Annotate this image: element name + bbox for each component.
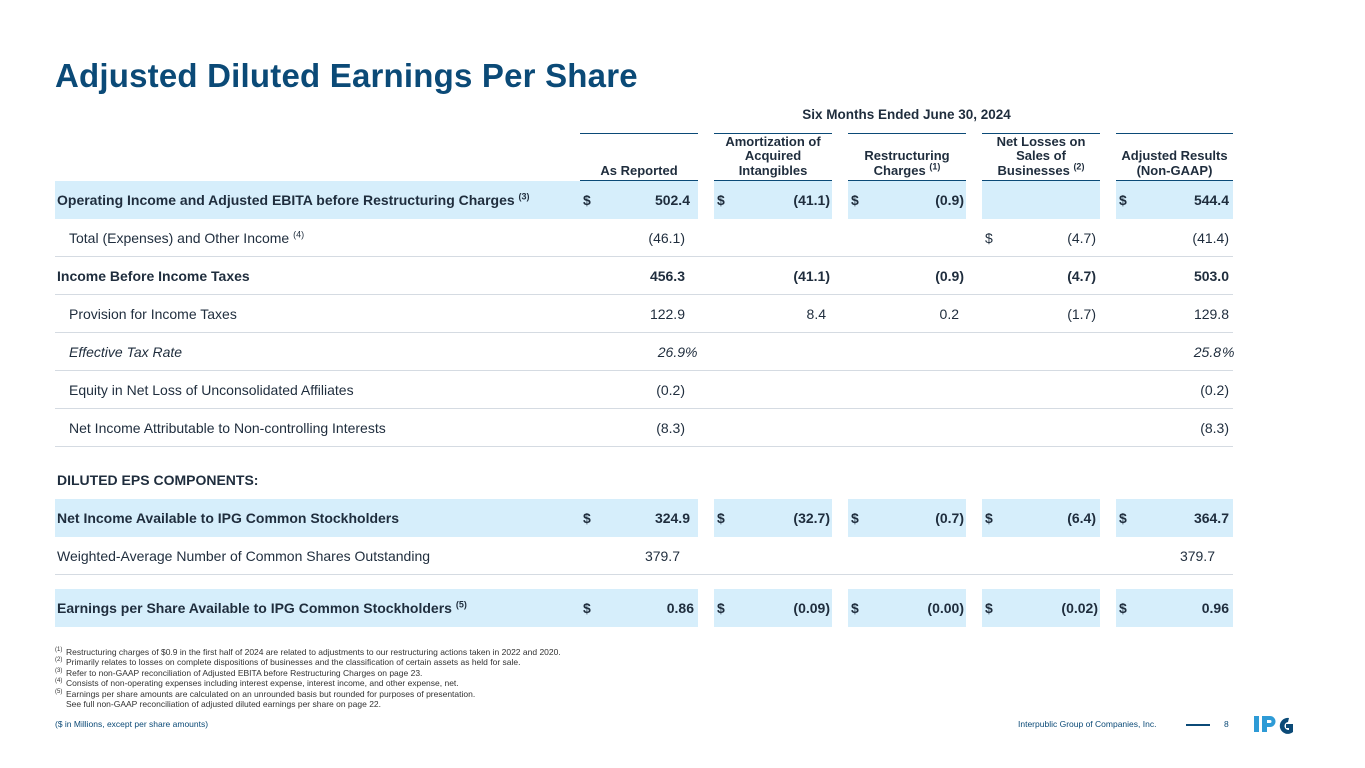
cell-adjusted: (8.3) xyxy=(1200,420,1229,436)
row-label: Total (Expenses) and Other Income (4) xyxy=(69,229,305,246)
row-label: Income Before Income Taxes xyxy=(57,268,250,284)
footnotes: (1) Restructuring charges of $0.9 in the … xyxy=(55,647,561,709)
currency-sign: $ xyxy=(583,510,591,526)
cell-adjusted: 129.8 xyxy=(1193,306,1229,322)
units-note: ($ in Millions, except per share amounts… xyxy=(55,719,209,729)
col-header-as-reported: As Reported xyxy=(580,133,698,181)
cell-amortization: (41.1) xyxy=(793,192,830,208)
currency-sign: $ xyxy=(851,510,859,526)
cell-as-reported: 456.3 xyxy=(649,268,685,284)
percent-sign: % xyxy=(685,344,698,360)
currency-sign: $ xyxy=(717,510,725,526)
page-title: Adjusted Diluted Earnings Per Share xyxy=(55,57,638,94)
col-header-net-losses: Net Losses on Sales of Businesses (2) xyxy=(982,133,1100,181)
currency-sign: $ xyxy=(583,600,591,616)
cell-amortization: (41.1) xyxy=(793,268,830,284)
period-header: Six Months Ended June 30, 2024 xyxy=(802,107,1011,122)
cell-as-reported: 122.9 xyxy=(649,306,685,322)
table-row-total-expenses: Total (Expenses) and Other Income (4) (4… xyxy=(55,219,1233,257)
table-row-op-income: Operating Income and Adjusted EBITA befo… xyxy=(55,181,1233,219)
table-row-net-income: Net Income Available to IPG Common Stock… xyxy=(55,499,1233,537)
currency-sign: $ xyxy=(1119,192,1127,208)
section-heading: DILUTED EPS COMPONENTS: xyxy=(57,472,259,488)
cell-adjusted: 364.7 xyxy=(1193,510,1229,526)
col-header-amortization: Amortization of Acquired Intangibles xyxy=(714,133,832,181)
cell-restructuring: (0.9) xyxy=(935,192,964,208)
percent-sign: % xyxy=(1222,344,1235,360)
currency-sign: $ xyxy=(851,600,859,616)
cell-restructuring: (0.00) xyxy=(927,600,964,616)
footnote: (4) Consists of non-operating expenses in… xyxy=(55,678,459,689)
cell-restructuring: 0.2 xyxy=(939,306,959,322)
cell-restructuring: (0.7) xyxy=(935,510,964,526)
cell-adjusted: 503.0 xyxy=(1193,268,1229,284)
currency-sign: $ xyxy=(583,192,591,208)
cell-restructuring: (0.9) xyxy=(935,268,964,284)
row-label: Weighted-Average Number of Common Shares… xyxy=(57,548,431,564)
currency-sign: $ xyxy=(1119,600,1127,616)
footnote: See full non-GAAP reconciliation of adju… xyxy=(66,699,382,710)
footnote: (2) Primarily relates to losses on comple… xyxy=(55,657,521,668)
row-label: Net Income Available to IPG Common Stock… xyxy=(57,510,400,526)
cell-as-reported: (8.3) xyxy=(656,420,685,436)
cell-net-losses: (1.7) xyxy=(1067,306,1096,322)
row-label: Provision for Income Taxes xyxy=(69,306,237,322)
cell-adjusted: (0.2) xyxy=(1200,382,1229,398)
col-header-restructuring: Restructuring Charges (1) xyxy=(848,133,966,181)
cell-net-losses: (4.7) xyxy=(1067,230,1096,246)
table-row-nci: Net Income Attributable to Non-controlli… xyxy=(55,409,1233,447)
table-row-tax: Provision for Income Taxes 122.9 8.4 0.2… xyxy=(55,295,1233,333)
currency-sign: $ xyxy=(985,230,993,246)
row-label: Effective Tax Rate xyxy=(69,344,183,360)
company-name: Interpublic Group of Companies, Inc. xyxy=(1018,719,1157,729)
row-label: Earnings per Share Available to IPG Comm… xyxy=(57,599,467,616)
cell-adjusted: (41.4) xyxy=(1192,230,1229,246)
page-number: 8 xyxy=(1224,719,1229,729)
cell-amortization: 8.4 xyxy=(806,306,826,322)
cell-as-reported: 502.4 xyxy=(654,192,690,208)
currency-sign: $ xyxy=(717,600,725,616)
currency-sign: $ xyxy=(851,192,859,208)
cell-adjusted: 25.8 xyxy=(1193,344,1221,360)
currency-sign: $ xyxy=(1119,510,1127,526)
row-label: Operating Income and Adjusted EBITA befo… xyxy=(57,191,530,208)
table-row-eps: Earnings per Share Available to IPG Comm… xyxy=(55,589,1233,627)
cell-as-reported: 324.9 xyxy=(654,510,690,526)
cell-net-losses: (4.7) xyxy=(1067,268,1096,284)
cell-as-reported: (46.1) xyxy=(648,230,685,246)
ipg-logo xyxy=(1254,716,1293,734)
table-row-equity: Equity in Net Loss of Unconsolidated Aff… xyxy=(55,371,1233,409)
cell-adjusted: 544.4 xyxy=(1193,192,1229,208)
cell-net-losses: (6.4) xyxy=(1067,510,1096,526)
cell-adjusted: 379.7 xyxy=(1179,548,1215,564)
cell-adjusted: 0.96 xyxy=(1201,600,1229,616)
footnote: (5) Earnings per share amounts are calcul… xyxy=(55,688,476,699)
cell-as-reported: (0.2) xyxy=(656,382,685,398)
cell-as-reported: 379.7 xyxy=(644,548,680,564)
table-row-shares: Weighted-Average Number of Common Shares… xyxy=(55,537,1233,575)
table-row-pretax: Income Before Income Taxes 456.3 (41.1) … xyxy=(55,257,1233,295)
currency-sign: $ xyxy=(985,600,993,616)
cell-amortization: (0.09) xyxy=(793,600,830,616)
col-header-adjusted: Adjusted Results (Non-GAAP) xyxy=(1116,133,1233,181)
footnote: (1) Restructuring charges of $0.9 in the … xyxy=(55,647,561,657)
cell-as-reported: 0.86 xyxy=(666,600,694,616)
footer-divider xyxy=(1186,724,1210,726)
footnote: (3) Refer to non-GAAP reconciliation of A… xyxy=(55,667,423,678)
currency-sign: $ xyxy=(985,510,993,526)
row-label: Equity in Net Loss of Unconsolidated Aff… xyxy=(69,382,354,398)
cell-net-losses: (0.02) xyxy=(1061,600,1098,616)
row-label: Net Income Attributable to Non-controlli… xyxy=(69,420,386,436)
cell-as-reported: 26.9 xyxy=(657,344,685,360)
table-row-etr: Effective Tax Rate 26.9 % 25.8 % xyxy=(55,333,1235,371)
cell-amortization: (32.7) xyxy=(793,510,830,526)
currency-sign: $ xyxy=(717,192,725,208)
